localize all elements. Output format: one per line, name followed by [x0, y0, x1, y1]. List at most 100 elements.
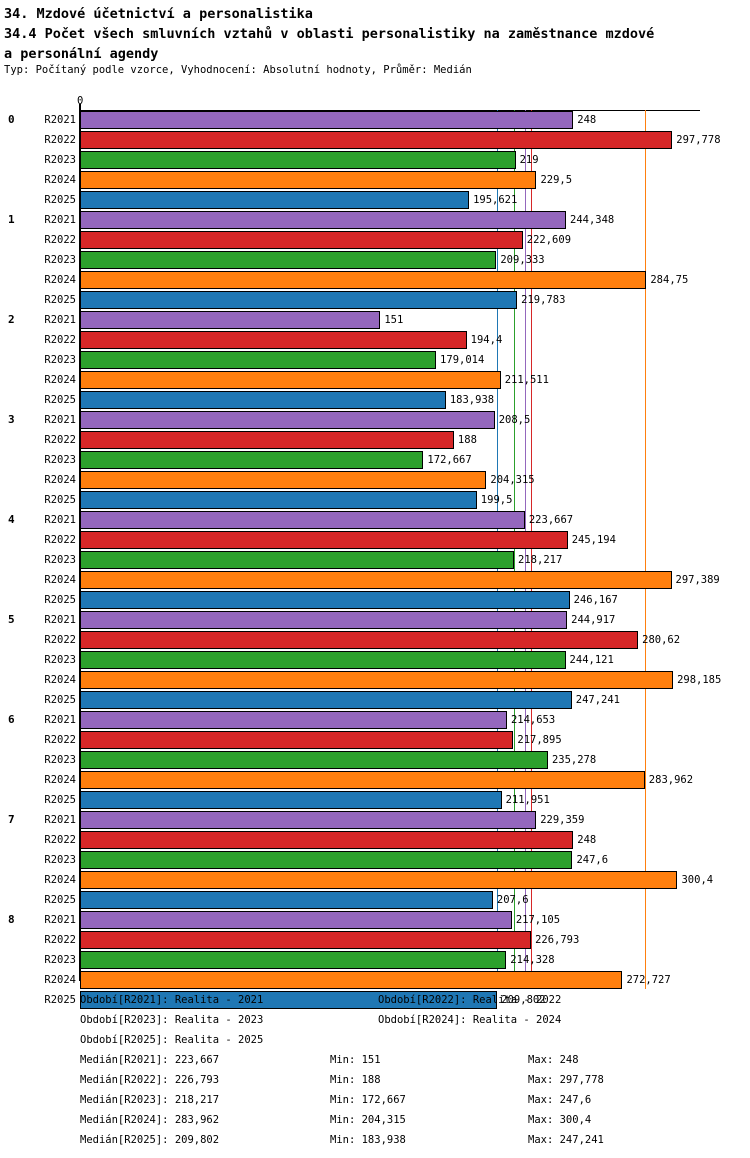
- bar-value-label: 226,793: [535, 934, 580, 946]
- bar-r2024-group-6[interactable]: [80, 771, 645, 789]
- bar-r2021-group-6[interactable]: [80, 711, 507, 729]
- page-header: 34. Mzdové účetnictví a personalistika 3…: [4, 4, 746, 64]
- bar-r2024-group-0[interactable]: [80, 171, 537, 189]
- row-label-r2025: R2025: [44, 494, 76, 506]
- bar-value-label: 300,4: [681, 874, 714, 886]
- median-line-r2021: [525, 110, 526, 989]
- bar-value-label: 199,5: [480, 494, 513, 506]
- bar-r2023-group-5[interactable]: [80, 651, 566, 669]
- bar-value-label: 245,194: [571, 534, 616, 546]
- bar-value-label: 298,185: [677, 674, 722, 686]
- median-line-r2023: [514, 110, 515, 989]
- legend-max-value: Max: 248: [528, 1054, 579, 1066]
- bar-r2022-group-4[interactable]: [80, 531, 568, 549]
- median-line-r2022: [531, 110, 532, 989]
- row-label-r2024: R2024: [44, 774, 76, 786]
- bar-r2023-group-8[interactable]: [80, 951, 507, 969]
- bar-r2024-group-8[interactable]: [80, 971, 623, 989]
- bar-value-label: 211,511: [504, 374, 549, 386]
- bar-value-label: 297,778: [676, 134, 721, 146]
- legend-max-value: Max: 247,241: [528, 1134, 604, 1146]
- bar-r2025-group-4[interactable]: [80, 591, 570, 609]
- row-label-r2025: R2025: [44, 994, 76, 1006]
- row-label-r2023: R2023: [44, 754, 76, 766]
- bar-r2025-group-7[interactable]: [80, 891, 493, 909]
- legend-period-entry: Období[R2022]: Realita - 2022: [378, 994, 562, 1006]
- bar-r2024-group-5[interactable]: [80, 671, 674, 689]
- bar-r2021-group-5[interactable]: [80, 611, 568, 629]
- group-index-4: 4: [8, 513, 15, 526]
- median-line-r2024: [645, 110, 646, 989]
- bar-r2023-group-1[interactable]: [80, 251, 497, 269]
- bar-r2025-group-2[interactable]: [80, 391, 446, 409]
- bar-r2021-group-0[interactable]: [80, 111, 574, 129]
- bar-r2022-group-8[interactable]: [80, 931, 532, 949]
- bar-r2023-group-2[interactable]: [80, 351, 437, 369]
- bar-r2024-group-2[interactable]: [80, 371, 501, 389]
- bar-r2024-group-3[interactable]: [80, 471, 487, 489]
- bar-value-label: 183,938: [449, 394, 495, 406]
- bar-r2024-group-7[interactable]: [80, 871, 678, 889]
- row-label-r2024: R2024: [44, 974, 76, 986]
- bar-value-label: 218,217: [518, 554, 563, 566]
- row-label-r2021: R2021: [44, 914, 76, 926]
- bar-r2023-group-7[interactable]: [80, 851, 573, 869]
- bar-value-label: 188: [457, 434, 477, 446]
- row-label-r2022: R2022: [44, 934, 76, 946]
- bar-r2025-group-1[interactable]: [80, 291, 518, 309]
- bar-r2024-group-1[interactable]: [80, 271, 647, 289]
- bar-value-label: 244,917: [571, 614, 616, 626]
- bar-r2021-group-1[interactable]: [80, 211, 566, 229]
- bar-r2025-group-3[interactable]: [80, 491, 477, 509]
- group-index-0: 0: [8, 113, 15, 126]
- bar-r2024-group-4[interactable]: [80, 571, 672, 589]
- bar-r2023-group-6[interactable]: [80, 751, 548, 769]
- bar-r2022-group-1[interactable]: [80, 231, 523, 249]
- legend-median-value: Medián[R2023]: 218,217: [80, 1094, 220, 1106]
- bar-r2023-group-3[interactable]: [80, 451, 424, 469]
- bar-r2022-group-0[interactable]: [80, 131, 673, 149]
- bar-value-label: 297,389: [675, 574, 720, 586]
- row-label-r2023: R2023: [44, 654, 76, 666]
- row-label-r2023: R2023: [44, 354, 76, 366]
- row-label-r2024: R2024: [44, 374, 76, 386]
- bar-r2021-group-2[interactable]: [80, 311, 381, 329]
- bar-value-label: 229,5: [540, 174, 573, 186]
- chart-subtitle: Typ: Počítaný podle vzorce, Vyhodnocení:…: [4, 64, 472, 76]
- bar-r2025-group-6[interactable]: [80, 791, 502, 809]
- bar-r2025-group-0[interactable]: [80, 191, 470, 209]
- bar-r2023-group-4[interactable]: [80, 551, 515, 569]
- bar-r2021-group-3[interactable]: [80, 411, 495, 429]
- bar-r2023-group-0[interactable]: [80, 151, 516, 169]
- row-label-r2022: R2022: [44, 134, 76, 146]
- legend-min-value: Min: 183,938: [330, 1134, 406, 1146]
- bar-value-label: 211,951: [505, 794, 550, 806]
- row-label-r2025: R2025: [44, 594, 76, 606]
- row-label-r2024: R2024: [44, 474, 76, 486]
- bar-r2021-group-4[interactable]: [80, 511, 525, 529]
- bar-value-label: 244,121: [569, 654, 614, 666]
- row-label-r2024: R2024: [44, 574, 76, 586]
- row-label-r2024: R2024: [44, 674, 76, 686]
- bar-r2022-group-6[interactable]: [80, 731, 514, 749]
- bar-value-label: 219,783: [521, 294, 566, 306]
- legend-min-value: Min: 204,315: [330, 1114, 406, 1126]
- legend-min-value: Min: 172,667: [330, 1094, 406, 1106]
- bar-value-label: 244,348: [570, 214, 615, 226]
- bar-r2021-group-8[interactable]: [80, 911, 512, 929]
- bar-r2022-group-5[interactable]: [80, 631, 639, 649]
- bar-r2021-group-7[interactable]: [80, 811, 537, 829]
- legend-median-value: Medián[R2021]: 223,667: [80, 1054, 220, 1066]
- bar-value-label: 179,014: [440, 354, 485, 366]
- bar-r2025-group-5[interactable]: [80, 691, 572, 709]
- axis-zero-label: 0: [77, 95, 84, 107]
- bar-r2022-group-7[interactable]: [80, 831, 574, 849]
- bar-value-label: 195,621: [473, 194, 518, 206]
- row-label-r2023: R2023: [44, 154, 76, 166]
- row-label-r2024: R2024: [44, 274, 76, 286]
- bar-r2025-group-8[interactable]: [80, 991, 498, 1009]
- bar-r2022-group-3[interactable]: [80, 431, 454, 449]
- legend-max-value: Max: 300,4: [528, 1114, 592, 1126]
- bar-r2022-group-2[interactable]: [80, 331, 467, 349]
